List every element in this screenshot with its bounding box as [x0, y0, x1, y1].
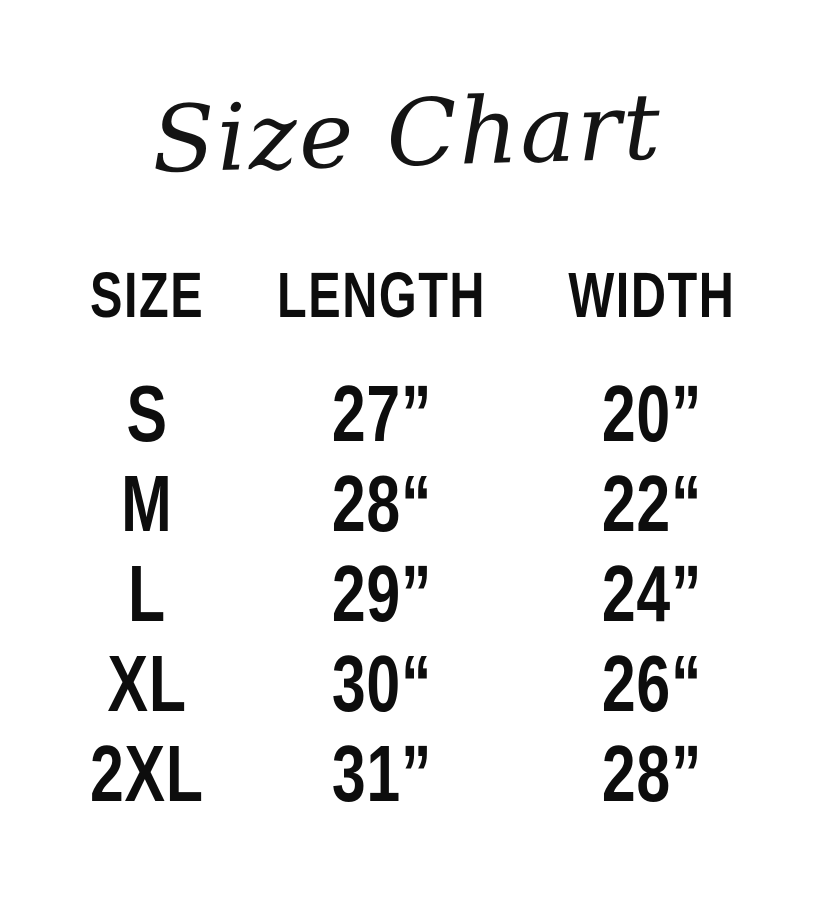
table-row: S 27” 20”: [57, 368, 777, 458]
size-cell: L: [57, 548, 237, 640]
width-cell: 20”: [527, 368, 777, 460]
column-header-width-label: WIDTH: [568, 259, 736, 331]
size-cell: M: [57, 458, 237, 550]
length-cell: 29”: [237, 548, 527, 640]
size-cell: 2XL: [57, 728, 237, 820]
table-row: 2XL 31” 28”: [57, 728, 777, 818]
width-value: 28”: [601, 729, 703, 818]
length-value: 27”: [331, 369, 433, 458]
length-cell: 31”: [237, 728, 527, 820]
size-cell: XL: [57, 638, 237, 730]
size-value: XL: [107, 639, 187, 728]
width-value: 22“: [601, 459, 703, 548]
table-header-row: SIZE LENGTH WIDTH: [57, 258, 777, 332]
size-value: 2XL: [90, 729, 204, 818]
length-value: 29”: [331, 549, 433, 638]
size-cell: S: [57, 368, 237, 460]
size-value: S: [126, 369, 168, 458]
length-cell: 28“: [237, 458, 527, 550]
column-header-length-label: LENGTH: [277, 259, 487, 331]
width-cell: 22“: [527, 458, 777, 550]
width-value: 20”: [601, 369, 703, 458]
table-row: L 29” 24”: [57, 548, 777, 638]
column-header-size-label: SIZE: [89, 259, 205, 331]
width-value: 26“: [601, 639, 703, 728]
length-cell: 27”: [237, 368, 527, 460]
table-row: XL 30“ 26“: [57, 638, 777, 728]
length-value: 31”: [331, 729, 433, 818]
page-title: Size Chart: [150, 73, 664, 194]
table-row: M 28“ 22“: [57, 458, 777, 548]
column-header-size: SIZE: [57, 258, 237, 332]
width-value: 24”: [601, 549, 703, 638]
column-header-width: WIDTH: [527, 258, 777, 332]
width-cell: 24”: [527, 548, 777, 640]
size-value: L: [128, 549, 166, 638]
width-cell: 28”: [527, 728, 777, 820]
column-header-length: LENGTH: [237, 258, 527, 332]
size-table: SIZE LENGTH WIDTH S 27” 20” M: [57, 258, 777, 818]
length-cell: 30“: [237, 638, 527, 730]
size-value: M: [121, 459, 173, 548]
length-value: 30“: [331, 639, 433, 728]
width-cell: 26“: [527, 638, 777, 730]
length-value: 28“: [331, 459, 433, 548]
